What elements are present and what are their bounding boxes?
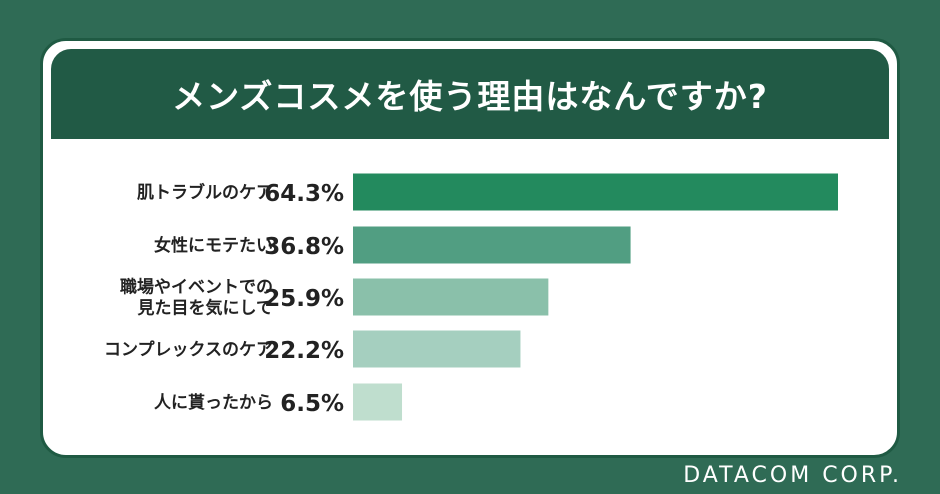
- value-label-1: 36.8%: [264, 234, 344, 260]
- category-label-1: 女性にモテたい: [154, 235, 273, 256]
- bar-4: [353, 383, 403, 421]
- value-label-2: 25.9%: [264, 286, 344, 312]
- category-label-2: 職場やイベントでの見た目を気にして: [120, 277, 273, 319]
- category-label-0: 肌トラブルのケア: [137, 182, 273, 203]
- bar-0: [353, 173, 838, 211]
- bar-2: [353, 278, 549, 316]
- chart-title: メンズコスメを使う理由はなんですか?: [172, 77, 768, 116]
- value-label-3: 22.2%: [264, 338, 344, 364]
- bar-1: [353, 226, 631, 264]
- bar-3: [353, 330, 521, 368]
- value-label-0: 64.3%: [264, 181, 344, 207]
- value-label-4: 6.5%: [280, 391, 344, 417]
- brand-footer: DATACOM CORP.: [683, 463, 902, 488]
- chart-card: メンズコスメを使う理由はなんですか?: [40, 38, 900, 458]
- chart-header: メンズコスメを使う理由はなんですか?: [51, 49, 889, 139]
- category-label-3: コンプレックスのケア: [104, 339, 273, 360]
- category-label-4: 人に貰ったから: [154, 392, 273, 413]
